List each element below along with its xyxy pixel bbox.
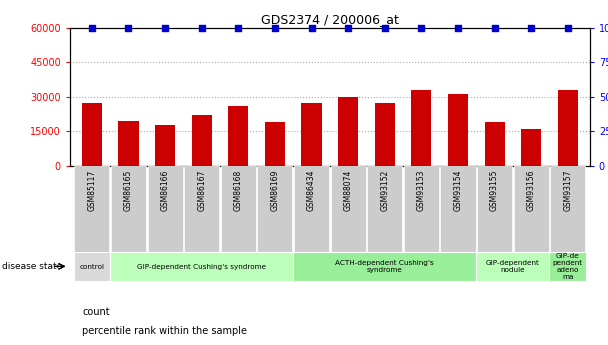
FancyBboxPatch shape [367, 166, 402, 252]
FancyBboxPatch shape [476, 252, 550, 281]
Bar [448, 94, 468, 166]
Point [270, 25, 280, 30]
FancyBboxPatch shape [257, 166, 292, 252]
FancyBboxPatch shape [111, 166, 146, 252]
Text: GSM86165: GSM86165 [124, 170, 133, 211]
Point [527, 25, 536, 30]
Point [453, 25, 463, 30]
FancyBboxPatch shape [293, 252, 476, 281]
Bar [155, 125, 175, 166]
Text: ACTH-dependent Cushing's
syndrome: ACTH-dependent Cushing's syndrome [336, 260, 434, 273]
Bar [338, 97, 358, 166]
Point [123, 25, 133, 30]
Text: GSM93157: GSM93157 [563, 170, 572, 211]
Bar [521, 129, 541, 166]
FancyBboxPatch shape [184, 166, 219, 252]
Text: percentile rank within the sample: percentile rank within the sample [82, 326, 247, 336]
Text: count: count [82, 307, 109, 317]
Bar [411, 90, 432, 166]
FancyBboxPatch shape [74, 252, 110, 281]
FancyBboxPatch shape [514, 166, 549, 252]
Bar [265, 122, 285, 166]
Text: GSM93153: GSM93153 [417, 170, 426, 211]
Point [306, 25, 316, 30]
FancyBboxPatch shape [404, 166, 439, 252]
Point [233, 25, 243, 30]
Text: GSM93152: GSM93152 [380, 170, 389, 211]
Point [489, 25, 499, 30]
Bar [82, 104, 102, 166]
FancyBboxPatch shape [477, 166, 512, 252]
Bar [558, 90, 578, 166]
FancyBboxPatch shape [550, 252, 586, 281]
Bar [485, 122, 505, 166]
FancyBboxPatch shape [294, 166, 329, 252]
Bar [228, 106, 249, 166]
FancyBboxPatch shape [148, 166, 182, 252]
Point [416, 25, 426, 30]
Text: GSM93154: GSM93154 [454, 170, 463, 211]
Text: disease state: disease state [2, 262, 62, 271]
Title: GDS2374 / 200006_at: GDS2374 / 200006_at [261, 13, 399, 27]
Text: GSM86434: GSM86434 [307, 170, 316, 211]
Text: GIP-dependent
nodule: GIP-dependent nodule [486, 260, 540, 273]
Text: GSM86166: GSM86166 [161, 170, 170, 211]
FancyBboxPatch shape [440, 166, 475, 252]
Bar [302, 104, 322, 166]
Text: GSM85117: GSM85117 [88, 170, 97, 211]
Text: GIP-de
pendent
adeno
ma: GIP-de pendent adeno ma [553, 253, 583, 280]
Point [380, 25, 390, 30]
FancyBboxPatch shape [74, 166, 109, 252]
Point [161, 25, 170, 30]
Text: GSM86169: GSM86169 [271, 170, 280, 211]
Bar [375, 104, 395, 166]
Text: GSM93156: GSM93156 [527, 170, 536, 211]
Point [563, 25, 573, 30]
Text: GIP-dependent Cushing's syndrome: GIP-dependent Cushing's syndrome [137, 264, 266, 269]
Bar [119, 121, 139, 166]
Text: control: control [80, 264, 105, 269]
Text: GSM93155: GSM93155 [490, 170, 499, 211]
Point [344, 25, 353, 30]
Text: GSM86168: GSM86168 [234, 170, 243, 211]
FancyBboxPatch shape [221, 166, 256, 252]
Text: GSM86167: GSM86167 [197, 170, 206, 211]
FancyBboxPatch shape [110, 252, 293, 281]
FancyBboxPatch shape [550, 166, 586, 252]
Bar [192, 115, 212, 166]
Point [197, 25, 207, 30]
Text: GSM88074: GSM88074 [344, 170, 353, 211]
FancyBboxPatch shape [331, 166, 366, 252]
Point [87, 25, 97, 30]
